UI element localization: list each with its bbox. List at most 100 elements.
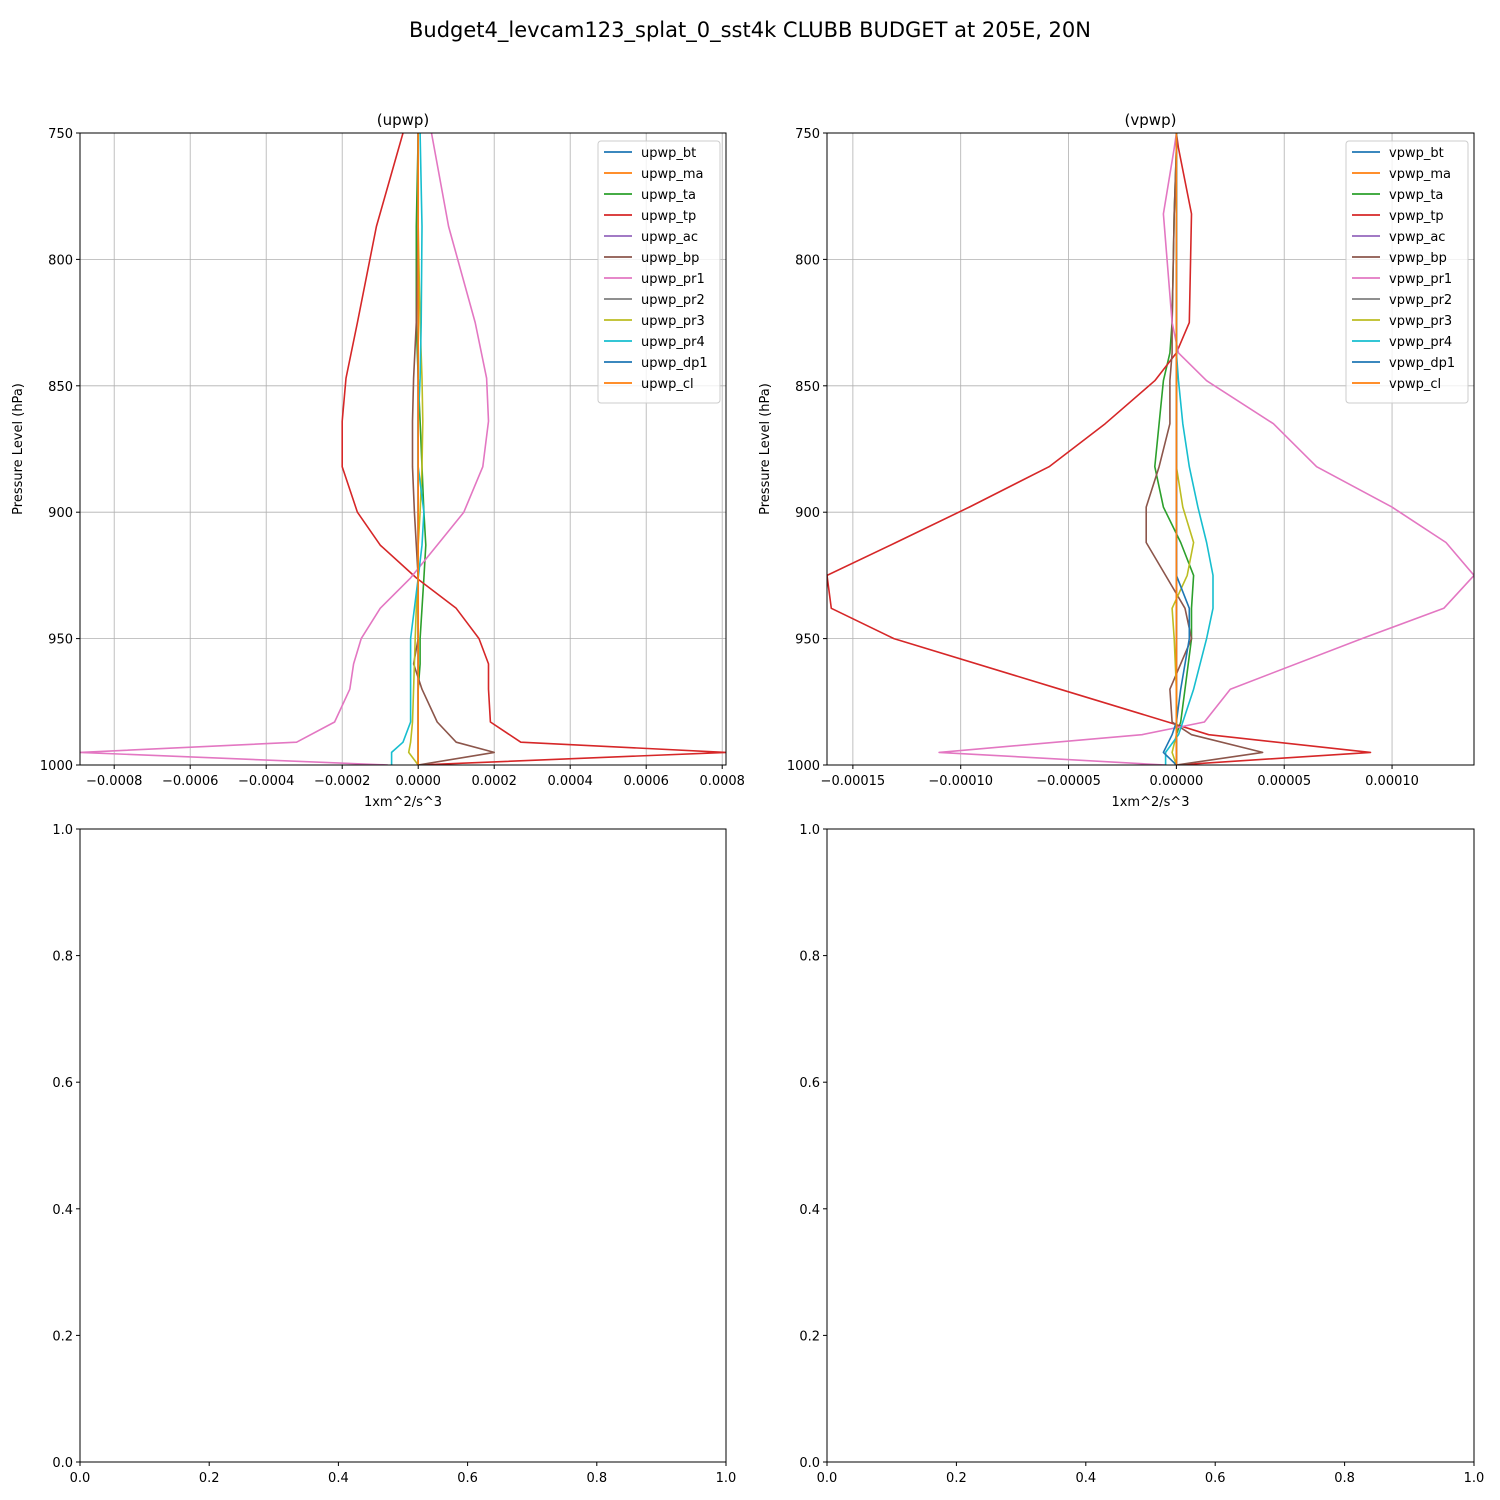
y-tick-label: 0.2	[799, 1329, 820, 1344]
legend-entry: upwp_pr1	[641, 272, 705, 287]
legend-entry: vpwp_pr4	[1389, 335, 1452, 350]
x-tick-label: −0.0006	[162, 774, 218, 789]
legend-entry: vpwp_pr1	[1389, 272, 1452, 287]
x-tick-label: −0.00005	[1036, 774, 1101, 789]
legend-entry: upwp_pr3	[641, 314, 705, 329]
axes-frame	[79, 132, 727, 766]
y-tick-label: 850	[48, 380, 73, 395]
y-tick-label: 1000	[787, 759, 820, 774]
legend-entry: upwp_ma	[641, 167, 704, 182]
series-line-upwp_pr1	[80, 133, 490, 765]
legend-entry: vpwp_bt	[1389, 146, 1444, 161]
axes-frame	[826, 132, 1475, 766]
x-tick-label: −0.0008	[86, 774, 142, 789]
x-tick-label: 0.0006	[623, 774, 669, 789]
x-tick-label: −0.0002	[314, 774, 370, 789]
axes-frame	[826, 828, 1475, 1463]
legend-entry: upwp_bt	[641, 146, 696, 161]
y-tick-label: 0.2	[52, 1329, 73, 1344]
y-tick-label: 0.6	[799, 1076, 820, 1091]
y-tick-label: 0.4	[52, 1203, 73, 1218]
y-tick-label: 0.4	[799, 1203, 820, 1218]
x-tick-label: 1.0	[1464, 1471, 1485, 1486]
x-tick-label: 0.8	[586, 1471, 607, 1486]
series-line-upwp_tp	[341, 133, 726, 765]
x-tick-label: 0.00010	[1365, 774, 1419, 789]
y-tick-label: 0.8	[52, 950, 73, 965]
y-tick-label: 1.0	[52, 823, 73, 838]
legend: vpwp_bt vpwp_ma vpwp_ta vpwp_tp vpwp_ac vpwp_…	[1345, 140, 1469, 404]
x-tick-label: 0.0002	[471, 774, 517, 789]
x-tick-label: 0.0004	[547, 774, 593, 789]
legend-entry: upwp_pr4	[641, 335, 705, 350]
legend-box	[597, 140, 721, 404]
legend-entry: vpwp_pr2	[1389, 293, 1452, 308]
legend-entry: upwp_ta	[641, 188, 696, 203]
x-tick-label: 0.6	[457, 1471, 478, 1486]
y-tick-label: 0.0	[52, 1456, 73, 1471]
x-tick-label: 0.0008	[699, 774, 745, 789]
figure-title: Budget4_levcam123_splat_0_sst4k CLUBB BU…	[409, 18, 1091, 43]
x-tick-label: −0.00010	[928, 774, 993, 789]
panel-4: 0.0 0.2 0.4 0.6 0.8 1.0 0.0 0.2 0.4 0.6 0.8 1.0	[799, 823, 1484, 1486]
x-tick-label: 0.6	[1205, 1471, 1226, 1486]
y-tick-label: 800	[48, 253, 73, 268]
legend: upwp_bt upwp_ma upwp_ta upwp_tp upwp_ac upwp_…	[597, 140, 721, 404]
x-tick-label: 1.0	[716, 1471, 737, 1486]
legend-box	[1345, 140, 1469, 404]
legend-entry: upwp_ac	[641, 230, 698, 245]
y-tick-label: 1.0	[799, 823, 820, 838]
axes-frame	[79, 828, 727, 1463]
x-tick-label: 0.0000	[395, 774, 441, 789]
x-tick-label: 0.2	[199, 1471, 220, 1486]
x-tick-label: 0.0	[70, 1471, 91, 1486]
x-tick-label: −0.00015	[821, 774, 886, 789]
y-tick-label: 850	[795, 380, 820, 395]
x-tick-label: 0.2	[946, 1471, 967, 1486]
x-axis-label: 1xm^2/s^3	[364, 795, 442, 810]
y-tick-label: 0.6	[52, 1076, 73, 1091]
panel-title: (upwp)	[377, 111, 430, 129]
y-tick-label: 1000	[40, 759, 73, 774]
legend-entry: vpwp_cl	[1389, 377, 1441, 392]
legend-entry: upwp_cl	[641, 377, 694, 392]
legend-entry: vpwp_dp1	[1389, 356, 1455, 371]
y-tick-label: 950	[795, 633, 820, 648]
x-tick-label: −0.0004	[238, 774, 294, 789]
x-tick-label: 0.4	[328, 1471, 349, 1486]
x-tick-label: 0.00005	[1257, 774, 1311, 789]
x-tick-label: 0.8	[1334, 1471, 1355, 1486]
legend-entry: upwp_dp1	[641, 356, 708, 371]
series-lines	[80, 133, 726, 765]
legend-entry: vpwp_pr3	[1389, 314, 1452, 329]
legend-entry: vpwp_ac	[1389, 230, 1445, 245]
y-tick-label: 900	[48, 506, 73, 521]
y-tick-label: 0.8	[799, 950, 820, 965]
x-tick-label: 0.4	[1075, 1471, 1096, 1486]
legend-entry: vpwp_bp	[1389, 251, 1447, 266]
legend-entry: vpwp_tp	[1389, 209, 1444, 224]
y-tick-label: 800	[795, 253, 820, 268]
panel-title: (vpwp)	[1125, 111, 1177, 129]
legend-entry: upwp_bp	[641, 251, 699, 266]
y-tick-label: 750	[48, 127, 73, 142]
series-lines	[827, 133, 1474, 765]
y-tick-label: 0.0	[799, 1456, 820, 1471]
x-tick-label: 0.0	[817, 1471, 838, 1486]
y-axis-label: Pressure Level (hPa)	[11, 383, 26, 515]
x-axis-label: 1xm^2/s^3	[1111, 795, 1189, 810]
x-tick-label: 0.00000	[1149, 774, 1203, 789]
series-line-vpwp_pr1	[938, 133, 1474, 765]
y-tick-label: 750	[795, 127, 820, 142]
y-axis-label: Pressure Level (hPa)	[758, 383, 773, 515]
panel-1: −0.0008 −0.0006 −0.0004 −0.0002 0.0000 0.0002…	[11, 111, 745, 810]
panel-3: 0.0 0.2 0.4 0.6 0.8 1.0 0.0 0.2 0.4 0.6 0.8 1.0	[52, 823, 736, 1486]
legend-entry: vpwp_ta	[1389, 188, 1443, 203]
panel-2: −0.00015 −0.00010 −0.00005 0.00000 0.00005 0.…	[758, 111, 1475, 810]
y-tick-label: 900	[795, 506, 820, 521]
legend-entry: vpwp_ma	[1389, 167, 1451, 182]
legend-entry: upwp_pr2	[641, 293, 705, 308]
y-tick-label: 950	[48, 633, 73, 648]
legend-entry: upwp_tp	[641, 209, 696, 224]
